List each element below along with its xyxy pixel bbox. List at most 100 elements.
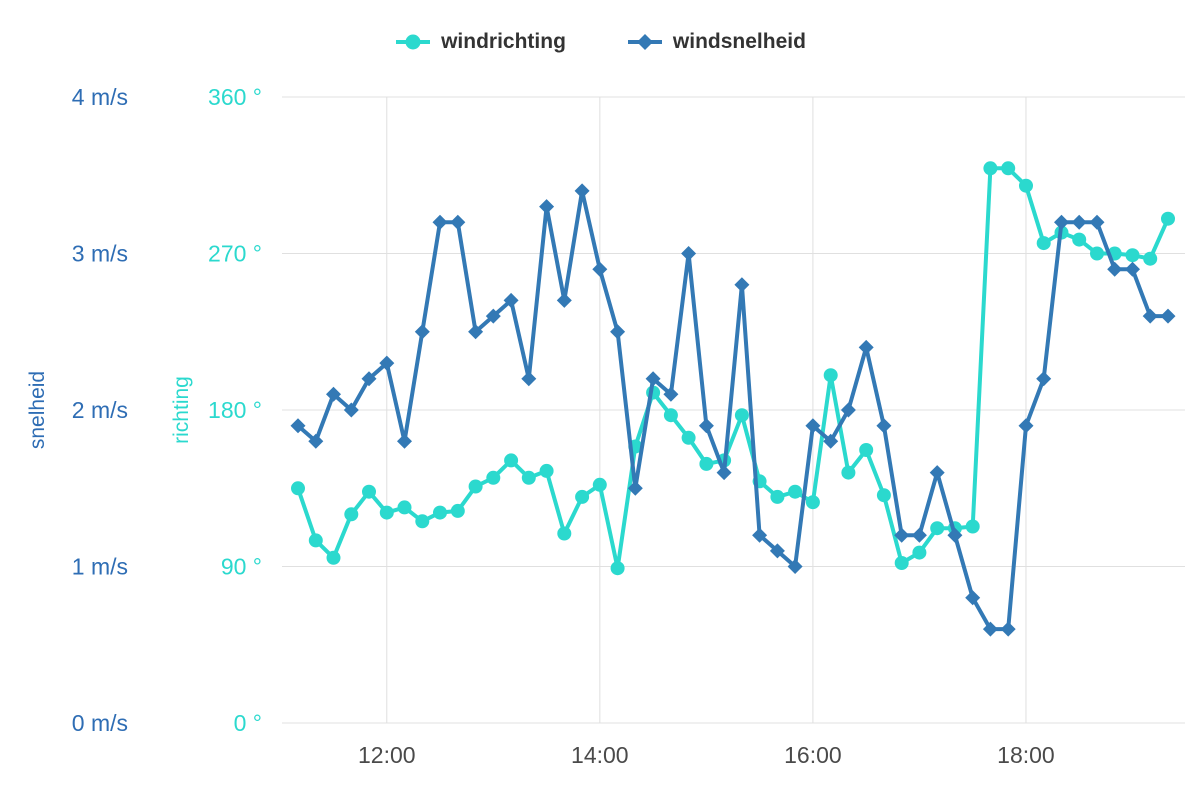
windsnelheid-point[interactable] <box>397 433 412 449</box>
windrichting-point[interactable] <box>681 430 696 445</box>
windrichting-point[interactable] <box>823 368 838 383</box>
windrichting-point[interactable] <box>415 514 430 529</box>
windsnelheid-point[interactable] <box>876 418 892 434</box>
windrichting-point[interactable] <box>894 556 909 570</box>
windsnelheid-point[interactable] <box>521 371 537 387</box>
windrichting-point[interactable] <box>841 465 856 480</box>
windsnelheid-point[interactable] <box>716 465 732 481</box>
windrichting-point[interactable] <box>788 484 803 499</box>
windrichting-point[interactable] <box>468 479 483 494</box>
windrichting-point[interactable] <box>575 489 590 504</box>
windsnelheid-point[interactable] <box>734 277 750 293</box>
x-axis-tick: 16:00 <box>784 742 842 768</box>
windrichting-point[interactable] <box>504 453 519 468</box>
windrichting-point[interactable] <box>1001 161 1016 176</box>
windsnelheid-point[interactable] <box>290 418 306 434</box>
windsnelheid-point[interactable] <box>1000 621 1016 637</box>
windrichting-point[interactable] <box>1072 232 1087 247</box>
grid-lines <box>282 96 1185 724</box>
windrichting-point[interactable] <box>1161 211 1175 226</box>
windsnelheid-point[interactable] <box>663 386 679 402</box>
windrichting-point[interactable] <box>965 519 980 534</box>
windrichting-point[interactable] <box>308 533 323 548</box>
windsnelheid-point[interactable] <box>929 465 945 481</box>
windsnelheid-point[interactable] <box>468 324 484 340</box>
windsnelheid-point[interactable] <box>627 480 643 496</box>
windrichting-point[interactable] <box>557 526 572 541</box>
windsnelheid-point[interactable] <box>1142 308 1158 324</box>
legend-label-windsnelheid: windsnelheid <box>672 30 806 53</box>
windsnelheid-point[interactable] <box>681 246 697 261</box>
windrichting-point[interactable] <box>592 477 607 492</box>
windrichting-point[interactable] <box>1125 248 1140 263</box>
windrichting-point[interactable] <box>521 470 536 485</box>
windsnelheid-point[interactable] <box>556 292 572 308</box>
windsnelheid-point[interactable] <box>361 371 377 387</box>
windrichting-point[interactable] <box>433 505 447 520</box>
windrichting-point[interactable] <box>539 463 554 478</box>
legend-item-windsnelheid[interactable]: windsnelheid <box>626 30 806 54</box>
windrichting-point[interactable] <box>344 507 359 522</box>
windsnelheid-point[interactable] <box>1160 308 1176 324</box>
windrichting-point[interactable] <box>486 470 501 485</box>
windrichting-point[interactable] <box>876 488 891 503</box>
windsnelheid-point[interactable] <box>769 543 785 559</box>
windsnelheid-point[interactable] <box>787 559 803 574</box>
windsnelheid-point[interactable] <box>1071 214 1087 230</box>
windsnelheid-point[interactable] <box>326 386 341 402</box>
windsnelheid-point[interactable] <box>1089 214 1105 230</box>
windrichting-point[interactable] <box>291 481 305 496</box>
windrichting-point[interactable] <box>699 456 714 471</box>
legend-item-windrichting[interactable]: windrichting <box>394 30 566 54</box>
windrichting-point[interactable] <box>805 495 820 510</box>
windsnelheid-point[interactable] <box>1018 418 1034 434</box>
windrichting-point[interactable] <box>912 545 927 560</box>
windrichting-point[interactable] <box>610 561 625 576</box>
windsnelheid-point[interactable] <box>805 418 821 434</box>
windrichting-point[interactable] <box>450 503 465 518</box>
windsnelheid-point[interactable] <box>1036 371 1052 387</box>
windsnelheid-point[interactable] <box>858 339 874 355</box>
windsnelheid-point[interactable] <box>911 527 927 543</box>
windsnelheid-point[interactable] <box>485 308 501 324</box>
windsnelheid-point[interactable] <box>574 183 590 199</box>
windsnelheid-point[interactable] <box>308 433 324 449</box>
windrichting-point[interactable] <box>983 161 998 176</box>
windsnelheid-point[interactable] <box>432 214 448 230</box>
windrichting-point[interactable] <box>379 505 394 520</box>
windsnelheid-point[interactable] <box>947 527 963 543</box>
windsnelheid-point[interactable] <box>840 402 856 418</box>
windrichting-point[interactable] <box>663 408 678 423</box>
windrichting-point[interactable] <box>770 489 785 504</box>
windrichting-point[interactable] <box>1090 246 1104 261</box>
windsnelheid-point[interactable] <box>1125 261 1140 277</box>
windsnelheid-point[interactable] <box>1054 214 1069 230</box>
windsnelheid-point[interactable] <box>1107 261 1123 277</box>
windsnelheid-point[interactable] <box>894 527 910 543</box>
windsnelheid-point[interactable] <box>752 527 768 543</box>
windrichting-point[interactable] <box>362 484 376 499</box>
windsnelheid-point[interactable] <box>982 621 998 637</box>
windsnelheid-point[interactable] <box>592 261 608 277</box>
windrichting-point[interactable] <box>859 443 874 457</box>
windrichting-point[interactable] <box>326 550 341 565</box>
windrichting-point[interactable] <box>1036 236 1051 251</box>
windsnelheid-point[interactable] <box>610 324 626 340</box>
windrichting-point[interactable] <box>1019 178 1033 193</box>
windsnelheid-point[interactable] <box>414 324 430 340</box>
windrichting-point[interactable] <box>734 408 749 423</box>
windrichting-point[interactable] <box>1143 251 1158 266</box>
windsnelheid-point[interactable] <box>450 214 466 230</box>
windsnelheid-point[interactable] <box>343 402 359 418</box>
windsnelheid-point[interactable] <box>965 590 981 606</box>
speed-axis-tick: 1 m/s <box>72 554 128 580</box>
windsnelheid-point[interactable] <box>379 355 395 371</box>
windsnelheid-point[interactable] <box>823 433 839 449</box>
windsnelheid-point[interactable] <box>539 199 555 215</box>
windsnelheid-point[interactable] <box>645 371 661 387</box>
windrichting-point[interactable] <box>397 500 412 515</box>
windrichting-point[interactable] <box>930 521 945 536</box>
windsnelheid-point[interactable] <box>698 418 714 434</box>
windsnelheid-point[interactable] <box>503 292 519 308</box>
